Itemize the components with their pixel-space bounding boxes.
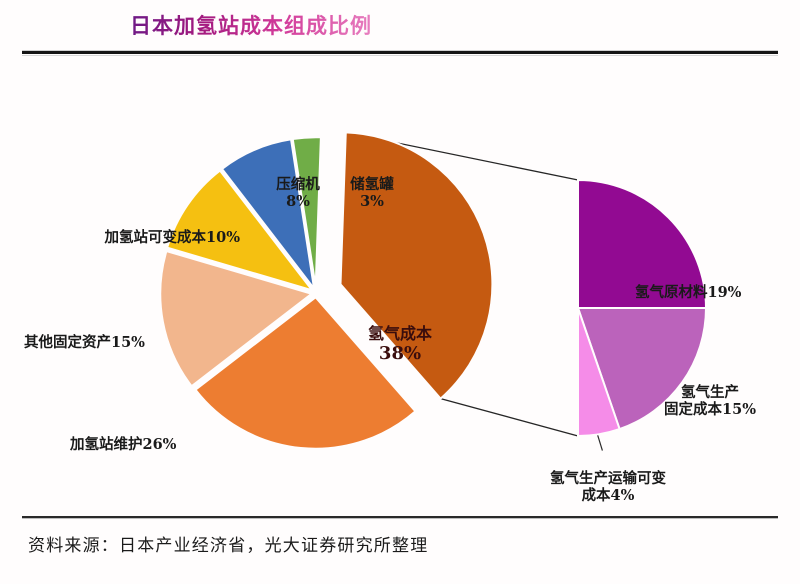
slice-压缩机[interactable] [220, 137, 316, 291]
label-hydrogen-production-fixed-line1: 氢气生产 [681, 384, 739, 401]
label-compressor-name: 压缩机 [276, 176, 320, 193]
slice-label-hydrogen-cost: 氢气成本 38% [340, 324, 460, 365]
label-storage-tank-name: 储氢罐 [350, 176, 394, 193]
slice-储氢罐[interactable] [291, 135, 323, 290]
connector-line-bottom [440, 397, 579, 437]
label-compressor: 压缩机 8% [258, 176, 338, 210]
label-hydrogen-raw-material: 氢气原材料19% [635, 284, 742, 301]
slice-加氢站维护[interactable] [193, 295, 418, 451]
label-hydrogen-production-fixed: 氢气生产 固定成本15% [630, 384, 790, 418]
label-hydrogen-production-fixed-line2: 固定成本15% [664, 401, 756, 419]
label-other-fixed-assets: 其他固定资产15% [24, 334, 145, 351]
slice-氢气原材料[interactable] [577, 178, 708, 309]
label-station-maintenance: 加氢站维护26% [70, 436, 177, 453]
title-zone: 日本加氢站成本组成比例 [0, 0, 800, 48]
main-pie [158, 131, 494, 451]
label-hydrogen-transport-variable: 氢气生产运输可变 成本4% [518, 470, 698, 504]
slice-其他固定资产[interactable] [158, 249, 315, 389]
label-hydrogen-transport-variable-line2: 成本4% [581, 487, 635, 505]
slice-氢气生产运输可变成本[interactable] [577, 307, 621, 438]
header-divider [22, 50, 778, 54]
label-storage-tank-pct: 3% [360, 193, 384, 211]
label-hydrogen-transport-variable-line1: 氢气生产运输可变 [550, 470, 666, 487]
pie-of-pie-chart: 氢气成本 38% 压缩机 8% 储氢罐 3% 加氢站可变成本10% 其他固定资产… [0, 58, 800, 513]
chart-svg [158, 131, 708, 451]
source-note: 资料来源：日本产业经济省，光大证券研究所整理 [28, 536, 429, 556]
label-storage-tank: 储氢罐 3% [336, 176, 408, 210]
label-station-variable-cost: 加氢站可变成本10% [104, 229, 240, 246]
footer-divider [22, 516, 778, 519]
page-title: 日本加氢站成本组成比例 [130, 10, 372, 40]
secondary-pie [576, 178, 708, 438]
slice-label-hydrogen-cost-pct: 38% [378, 343, 422, 365]
label-compressor-pct: 8% [286, 193, 310, 211]
slice-label-hydrogen-cost-name: 氢气成本 [367, 324, 432, 343]
header-divider-secondary [22, 55, 778, 56]
slice-氢气成本[interactable] [339, 131, 494, 401]
slice-加氢站可变成本[interactable] [165, 168, 316, 293]
